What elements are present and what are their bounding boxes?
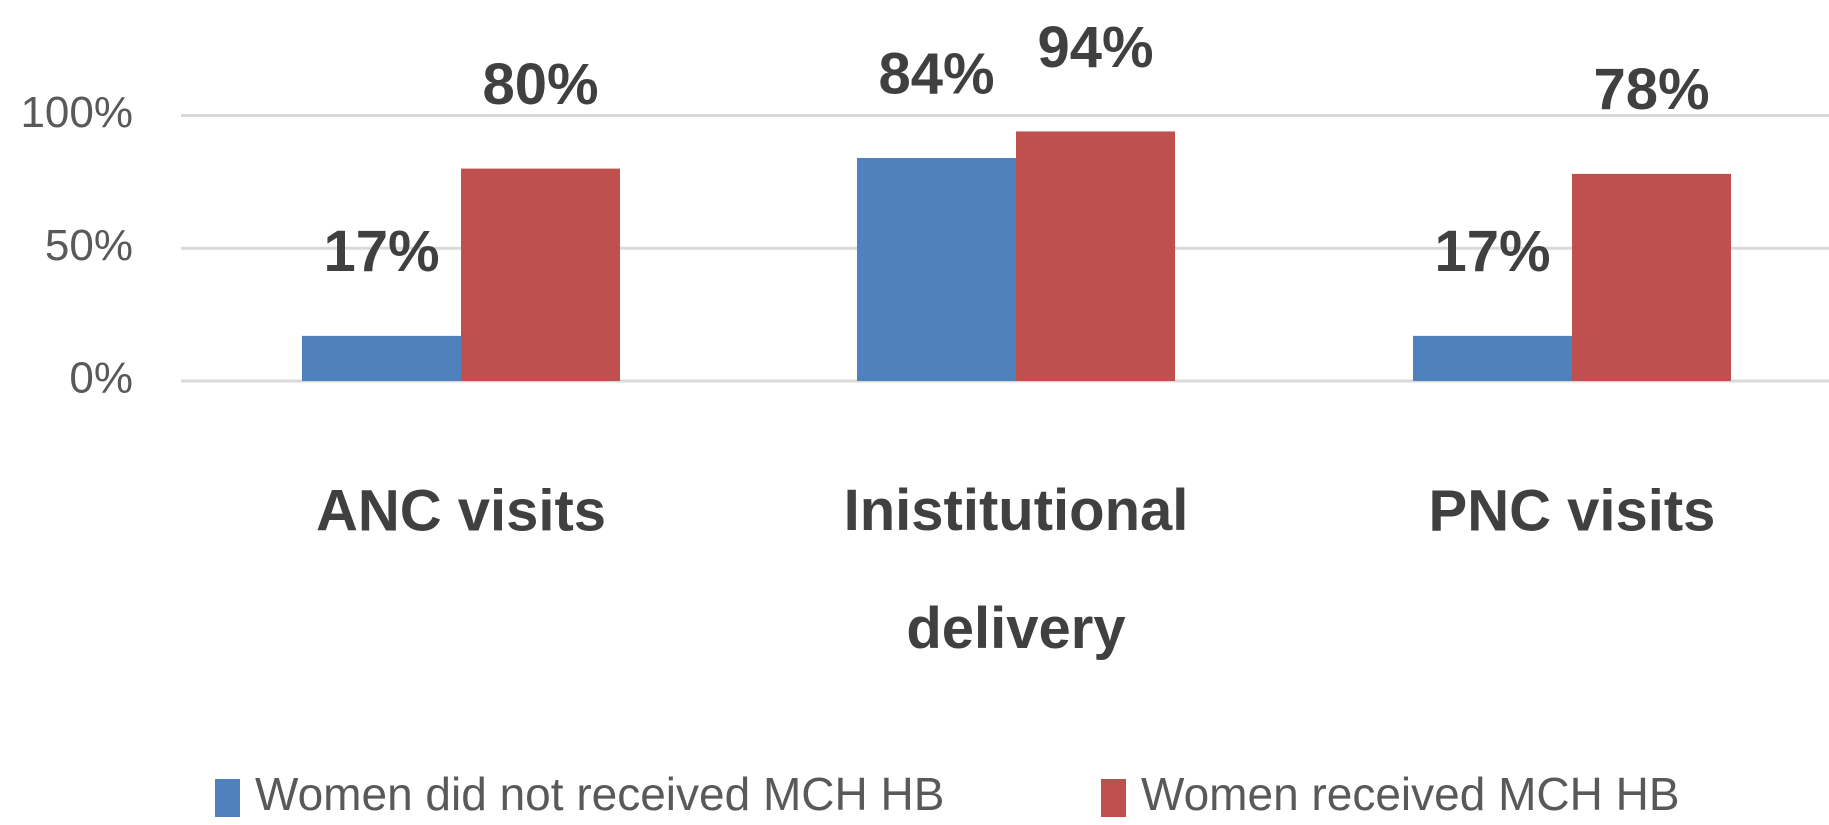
bar	[857, 157, 1016, 381]
data-label: 17%	[1434, 219, 1550, 284]
bar	[302, 335, 461, 381]
y-tick-label: 50%	[45, 221, 133, 270]
legend-swatch	[1101, 779, 1126, 817]
data-label: 17%	[323, 219, 439, 284]
bar	[461, 168, 620, 381]
bar	[1016, 131, 1175, 381]
data-label: 84%	[878, 41, 994, 106]
data-label: 94%	[1037, 15, 1153, 80]
x-tick-label: ANC visits	[316, 478, 606, 543]
legend-label: Women received MCH HB	[1141, 768, 1680, 820]
y-tick-label: 0%	[69, 354, 133, 403]
legend-swatch	[215, 779, 240, 817]
legend-label: Women did not received MCH HB	[255, 768, 944, 820]
bar	[1413, 335, 1572, 381]
bar	[1572, 173, 1731, 381]
label-line: Inistitutional	[844, 478, 1189, 543]
label-line: delivery	[906, 596, 1125, 661]
data-label: 80%	[482, 52, 598, 117]
data-label: 78%	[1593, 57, 1709, 122]
y-tick-label: 100%	[20, 88, 133, 137]
x-tick-label: Inistitutional delivery	[844, 478, 1189, 661]
x-tick-label: PNC visits	[1429, 478, 1716, 543]
